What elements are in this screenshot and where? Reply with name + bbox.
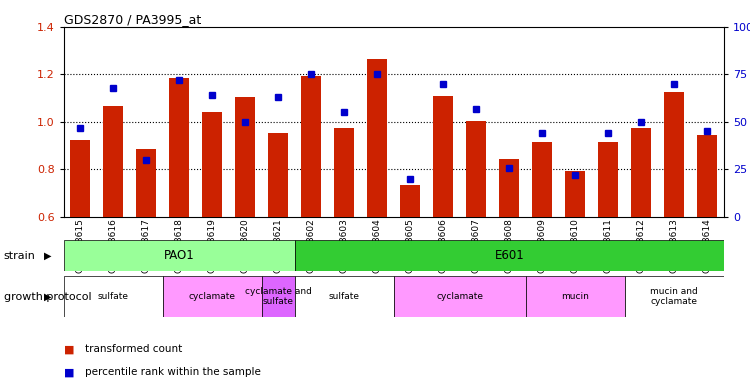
Bar — [170, 78, 189, 217]
Text: cyclamate: cyclamate — [189, 292, 236, 301]
Bar — [632, 128, 651, 217]
Bar — [400, 185, 420, 217]
Bar — [70, 140, 90, 217]
Text: ▶: ▶ — [44, 251, 51, 261]
Bar — [500, 159, 519, 217]
Text: strain: strain — [4, 251, 36, 261]
Bar — [268, 132, 288, 217]
Text: sulfate: sulfate — [328, 292, 360, 301]
Text: ■: ■ — [64, 367, 74, 377]
Text: growth protocol: growth protocol — [4, 291, 92, 302]
Bar — [368, 59, 387, 217]
Bar — [698, 135, 717, 217]
Text: mucin: mucin — [561, 292, 590, 301]
Bar — [236, 97, 255, 217]
Text: ▶: ▶ — [44, 291, 51, 302]
Bar — [625, 276, 724, 317]
Text: transformed count: transformed count — [85, 344, 182, 354]
Bar — [64, 240, 295, 271]
Text: percentile rank within the sample: percentile rank within the sample — [85, 367, 261, 377]
Bar — [598, 142, 618, 217]
Bar — [136, 149, 156, 217]
Text: sulfate: sulfate — [98, 292, 129, 301]
Text: E601: E601 — [494, 249, 524, 262]
Bar — [466, 121, 486, 217]
Bar — [433, 96, 453, 217]
Bar — [302, 76, 321, 217]
Text: PAO1: PAO1 — [164, 249, 195, 262]
Bar — [262, 276, 295, 317]
Bar — [163, 276, 262, 317]
Bar — [526, 276, 625, 317]
Bar — [202, 113, 222, 217]
Bar — [295, 240, 724, 271]
Bar — [532, 142, 552, 217]
Bar — [104, 106, 123, 217]
Text: GDS2870 / PA3995_at: GDS2870 / PA3995_at — [64, 13, 201, 26]
Text: mucin and
cyclamate: mucin and cyclamate — [650, 287, 698, 306]
Text: cyclamate: cyclamate — [436, 292, 483, 301]
Bar — [394, 276, 526, 317]
Bar — [566, 170, 585, 217]
Text: cyclamate and
sulfate: cyclamate and sulfate — [244, 287, 312, 306]
Bar — [664, 92, 684, 217]
Bar — [64, 276, 163, 317]
Bar — [334, 128, 354, 217]
Text: ■: ■ — [64, 344, 74, 354]
Bar — [295, 276, 394, 317]
